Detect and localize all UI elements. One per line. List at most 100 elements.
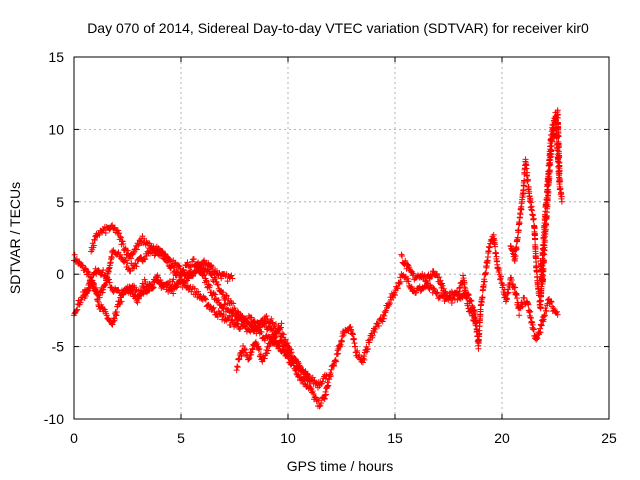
data-point xyxy=(252,323,259,330)
data-point xyxy=(148,281,155,288)
data-point xyxy=(515,227,522,234)
data-point xyxy=(523,165,530,172)
data-point xyxy=(479,294,486,301)
data-point xyxy=(269,327,276,334)
data-point xyxy=(206,282,213,289)
data-point xyxy=(261,337,268,344)
x-tick-label: 20 xyxy=(494,430,510,446)
data-point xyxy=(100,273,107,280)
data-point xyxy=(111,225,118,232)
data-point xyxy=(278,338,285,345)
data-point xyxy=(526,192,533,199)
data-point xyxy=(386,300,393,307)
data-point xyxy=(292,358,299,365)
data-point xyxy=(191,285,198,292)
data-point xyxy=(241,345,248,352)
data-point xyxy=(119,238,126,245)
data-point xyxy=(547,298,554,305)
data-point xyxy=(525,301,532,308)
data-point xyxy=(249,345,256,352)
plot-frame xyxy=(73,56,610,420)
data-point xyxy=(248,351,255,358)
data-point xyxy=(467,297,474,304)
data-point xyxy=(430,285,437,292)
data-point xyxy=(397,278,404,285)
data-point xyxy=(195,261,202,268)
data-point xyxy=(543,308,550,315)
y-tick-label: 0 xyxy=(56,266,64,282)
data-point xyxy=(82,293,89,300)
data-point xyxy=(500,281,507,288)
data-point xyxy=(87,281,94,288)
data-point xyxy=(143,252,150,259)
data-point xyxy=(231,305,238,312)
data-point xyxy=(434,289,441,296)
data-point xyxy=(468,298,475,305)
data-point xyxy=(108,284,115,291)
data-point xyxy=(148,242,155,249)
data-point xyxy=(464,300,471,307)
chart-title: Day 070 of 2014, Sidereal Day-to-day VTE… xyxy=(87,20,589,36)
data-point xyxy=(301,369,308,376)
data-point xyxy=(541,244,548,251)
data-point xyxy=(430,268,437,275)
data-point xyxy=(405,278,412,285)
data-point xyxy=(245,356,252,363)
data-point xyxy=(543,221,550,228)
data-point xyxy=(513,295,520,302)
data-point xyxy=(234,364,241,371)
data-point xyxy=(190,256,197,263)
data-point xyxy=(272,334,279,341)
data-point xyxy=(297,363,304,370)
data-point xyxy=(269,319,276,326)
data-point xyxy=(230,300,237,307)
data-point xyxy=(210,304,217,311)
data-point xyxy=(322,375,329,382)
data-point xyxy=(222,301,229,308)
data-point xyxy=(510,281,517,288)
data-point xyxy=(282,341,289,348)
data-point xyxy=(512,284,519,291)
data-point xyxy=(307,384,314,391)
data-point xyxy=(354,347,361,354)
data-point xyxy=(201,271,208,278)
data-point xyxy=(524,169,531,176)
data-point xyxy=(99,289,106,296)
data-point xyxy=(455,290,462,297)
data-point xyxy=(402,274,409,281)
data-point xyxy=(386,301,393,308)
data-point xyxy=(206,268,213,275)
data-point xyxy=(181,278,188,285)
data-point xyxy=(390,291,397,298)
data-point xyxy=(215,297,222,304)
data-point xyxy=(468,308,475,315)
data-point xyxy=(417,287,424,294)
data-point xyxy=(268,337,275,344)
data-point xyxy=(286,350,293,357)
data-point xyxy=(141,235,148,242)
data-point xyxy=(534,335,541,342)
data-point xyxy=(135,295,142,302)
data-point xyxy=(423,278,430,285)
data-point xyxy=(398,251,405,258)
y-axis-label: SDTVAR / TECUs xyxy=(7,182,23,294)
data-point xyxy=(233,367,240,374)
data-point xyxy=(556,178,563,185)
data-point xyxy=(180,269,187,276)
data-point xyxy=(256,345,263,352)
data-point xyxy=(448,300,455,307)
y-tick-label: 10 xyxy=(48,121,64,137)
x-tick-label: 15 xyxy=(387,430,403,446)
data-point xyxy=(174,283,181,290)
y-tick-label: -5 xyxy=(52,339,65,355)
data-point xyxy=(133,263,140,270)
data-point xyxy=(106,279,113,286)
data-point xyxy=(257,351,264,358)
data-point xyxy=(135,242,142,249)
data-point xyxy=(399,253,406,260)
y-tick-label: 5 xyxy=(56,194,64,210)
data-marks xyxy=(71,107,565,410)
data-point xyxy=(546,175,553,182)
data-point xyxy=(309,388,316,395)
data-point xyxy=(255,319,262,326)
